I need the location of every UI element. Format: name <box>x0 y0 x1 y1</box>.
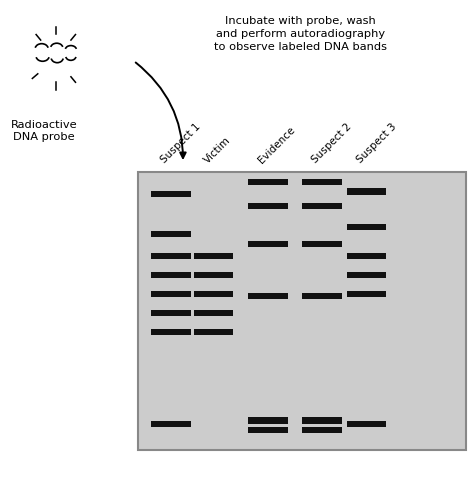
Text: Suspect 2: Suspect 2 <box>310 122 354 165</box>
Bar <box>302 417 342 424</box>
Text: Suspect 1: Suspect 1 <box>159 122 203 165</box>
Bar <box>248 240 288 247</box>
Bar <box>151 231 191 238</box>
Text: Radioactive
DNA probe: Radioactive DNA probe <box>11 120 77 142</box>
Bar <box>151 252 191 259</box>
Bar <box>194 272 233 278</box>
Bar <box>194 252 233 259</box>
Bar <box>248 203 288 209</box>
Bar <box>194 310 233 316</box>
Bar <box>347 421 386 427</box>
Bar <box>302 427 342 433</box>
Bar <box>194 291 233 297</box>
Bar <box>151 421 191 427</box>
Bar <box>151 272 191 278</box>
Bar <box>151 310 191 316</box>
Bar <box>347 272 386 278</box>
Bar <box>151 328 191 335</box>
Bar <box>248 427 288 433</box>
Text: Incubate with probe, wash
and perform autoradiography
to observe labeled DNA ban: Incubate with probe, wash and perform au… <box>214 16 387 52</box>
Bar <box>248 179 288 185</box>
Bar <box>151 291 191 297</box>
Bar <box>194 328 233 335</box>
Bar <box>302 179 342 185</box>
Bar <box>138 173 465 450</box>
Bar <box>302 203 342 209</box>
Text: Victim: Victim <box>202 135 232 165</box>
Bar <box>302 240 342 247</box>
Text: Suspect 3: Suspect 3 <box>355 122 398 165</box>
Text: Evidence: Evidence <box>256 125 297 165</box>
Bar <box>347 188 386 195</box>
Bar <box>151 191 191 197</box>
Bar <box>248 417 288 424</box>
Bar <box>347 291 386 297</box>
Bar <box>347 224 386 230</box>
Bar <box>302 293 342 299</box>
Bar <box>248 293 288 299</box>
Bar <box>347 252 386 259</box>
